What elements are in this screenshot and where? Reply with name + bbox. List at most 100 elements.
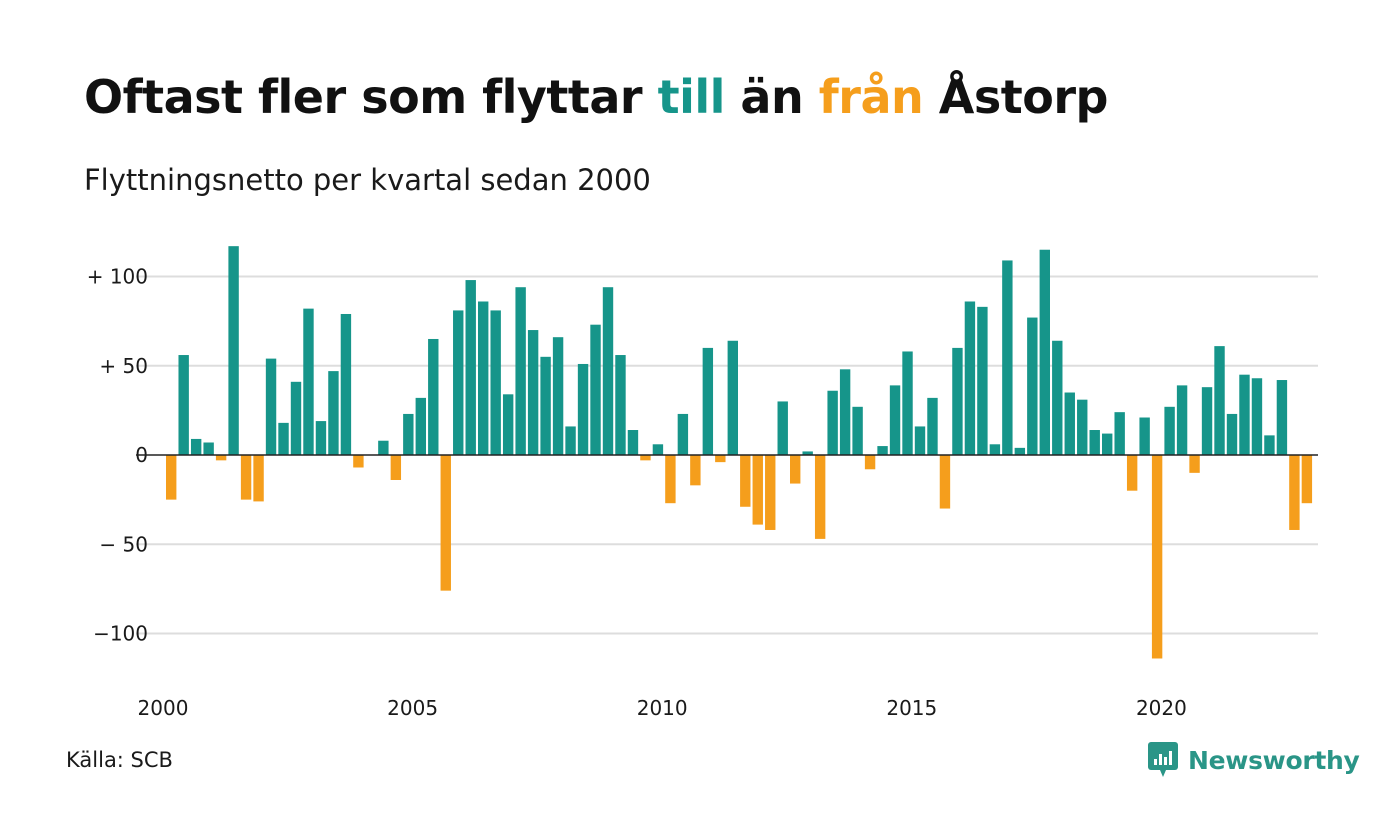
bar bbox=[839, 369, 851, 455]
bar bbox=[952, 347, 963, 455]
bar bbox=[540, 356, 551, 455]
bar bbox=[527, 330, 539, 455]
bar bbox=[1239, 374, 1250, 456]
newsworthy-logo-text: Newsworthy bbox=[1188, 745, 1360, 775]
bar bbox=[440, 455, 451, 591]
bar bbox=[253, 455, 264, 502]
bar bbox=[627, 430, 639, 455]
bar bbox=[790, 455, 801, 484]
bar bbox=[939, 455, 951, 509]
bar bbox=[478, 301, 489, 455]
bar bbox=[552, 337, 564, 455]
title-highlight-out: från bbox=[818, 70, 924, 124]
chart-subtitle: Flyttningsnetto per kvartal sedan 2000 bbox=[84, 163, 651, 197]
y-tick-label: − 50 bbox=[99, 532, 148, 556]
bar bbox=[964, 301, 976, 455]
x-tick-label: 2020 bbox=[1136, 696, 1187, 720]
newsworthy-logo: Newsworthy bbox=[1148, 742, 1360, 778]
y-tick-label: + 100 bbox=[87, 265, 148, 289]
bar bbox=[802, 451, 813, 455]
bar bbox=[390, 455, 402, 480]
x-tick-label: 2005 bbox=[387, 696, 438, 720]
bar bbox=[640, 455, 651, 461]
bar bbox=[1114, 412, 1125, 455]
bar bbox=[203, 442, 214, 455]
bar bbox=[315, 421, 327, 455]
bar bbox=[690, 455, 701, 486]
bar bbox=[453, 310, 464, 455]
bar bbox=[765, 455, 776, 530]
bar bbox=[927, 397, 938, 455]
bar bbox=[465, 280, 476, 455]
bar bbox=[902, 351, 913, 455]
bar bbox=[278, 422, 289, 455]
bar bbox=[415, 397, 426, 455]
bar bbox=[852, 406, 863, 456]
bar bbox=[1164, 406, 1175, 456]
bar bbox=[378, 440, 389, 455]
y-tick-label: −100 bbox=[93, 622, 148, 646]
bar bbox=[290, 381, 302, 455]
bar bbox=[502, 394, 514, 455]
bar bbox=[752, 455, 763, 525]
bar bbox=[577, 363, 589, 455]
bar bbox=[827, 390, 838, 455]
bar bbox=[727, 340, 738, 455]
bar bbox=[1014, 447, 1026, 455]
bar bbox=[1077, 399, 1088, 456]
bar bbox=[602, 287, 614, 455]
bar bbox=[677, 413, 689, 455]
bar bbox=[1002, 260, 1013, 455]
bar bbox=[490, 310, 501, 455]
x-tick-label: 2010 bbox=[637, 696, 688, 720]
bar bbox=[565, 426, 576, 455]
bar bbox=[353, 455, 364, 468]
bar bbox=[1151, 455, 1163, 659]
bar bbox=[1027, 317, 1038, 455]
bar bbox=[1052, 340, 1063, 455]
bar bbox=[340, 313, 352, 455]
bar bbox=[303, 308, 314, 455]
title-part-2: än bbox=[724, 70, 819, 124]
title-part-1: Oftast fler som flyttar bbox=[84, 70, 658, 124]
bar bbox=[777, 401, 788, 455]
bar bbox=[328, 371, 339, 455]
bar bbox=[665, 455, 676, 504]
bar bbox=[740, 455, 751, 507]
bar bbox=[1139, 417, 1150, 455]
y-tick-label: + 50 bbox=[99, 354, 148, 378]
bar bbox=[1089, 430, 1100, 455]
chart-title: Oftast fler som flyttar till än från Åst… bbox=[84, 70, 1108, 124]
bar bbox=[166, 455, 177, 500]
bar bbox=[240, 455, 252, 500]
bar bbox=[1189, 455, 1200, 473]
x-tick-label: 2015 bbox=[886, 696, 937, 720]
bar bbox=[228, 246, 239, 455]
bar bbox=[1064, 392, 1075, 455]
bar bbox=[1289, 455, 1300, 530]
bar bbox=[215, 455, 227, 461]
bar bbox=[1264, 435, 1275, 455]
bar bbox=[403, 413, 414, 455]
bar bbox=[814, 455, 826, 539]
bar bbox=[1102, 433, 1113, 455]
bar bbox=[1226, 413, 1238, 455]
bar bbox=[702, 347, 714, 455]
bar bbox=[590, 324, 601, 455]
title-highlight-in: till bbox=[657, 70, 726, 124]
bar bbox=[615, 355, 626, 455]
bar bbox=[1251, 378, 1263, 455]
bar bbox=[1201, 387, 1213, 455]
bar bbox=[1276, 380, 1288, 455]
bar bbox=[265, 358, 277, 455]
bar bbox=[977, 306, 988, 456]
bar bbox=[1126, 455, 1138, 491]
x-tick-label: 2000 bbox=[138, 696, 189, 720]
bar bbox=[877, 446, 888, 455]
source-note: Källa: SCB bbox=[66, 748, 173, 772]
newsworthy-logo-icon bbox=[1148, 742, 1178, 777]
bar bbox=[914, 426, 926, 455]
bar bbox=[515, 287, 526, 455]
bar bbox=[1214, 346, 1225, 455]
